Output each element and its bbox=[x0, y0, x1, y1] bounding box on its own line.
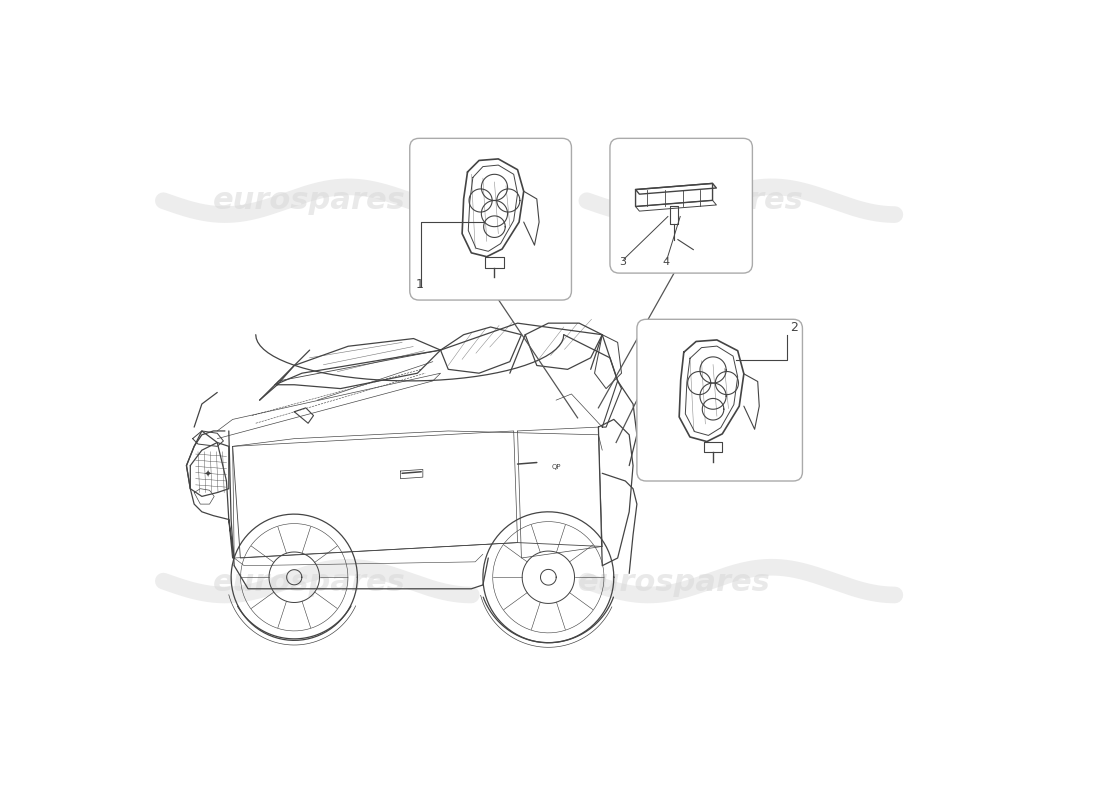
FancyBboxPatch shape bbox=[409, 138, 572, 300]
Text: eurospares: eurospares bbox=[612, 186, 804, 215]
FancyBboxPatch shape bbox=[609, 138, 752, 273]
Text: ✦: ✦ bbox=[204, 470, 212, 480]
Text: eurospares: eurospares bbox=[578, 568, 770, 597]
Text: eurospares: eurospares bbox=[213, 568, 406, 597]
Text: 3: 3 bbox=[619, 258, 626, 267]
Text: eurospares: eurospares bbox=[213, 186, 406, 215]
Text: 1: 1 bbox=[416, 278, 424, 291]
Text: 2: 2 bbox=[790, 321, 798, 334]
Text: 4: 4 bbox=[662, 258, 670, 267]
FancyBboxPatch shape bbox=[637, 319, 803, 481]
Text: QP: QP bbox=[551, 464, 561, 470]
